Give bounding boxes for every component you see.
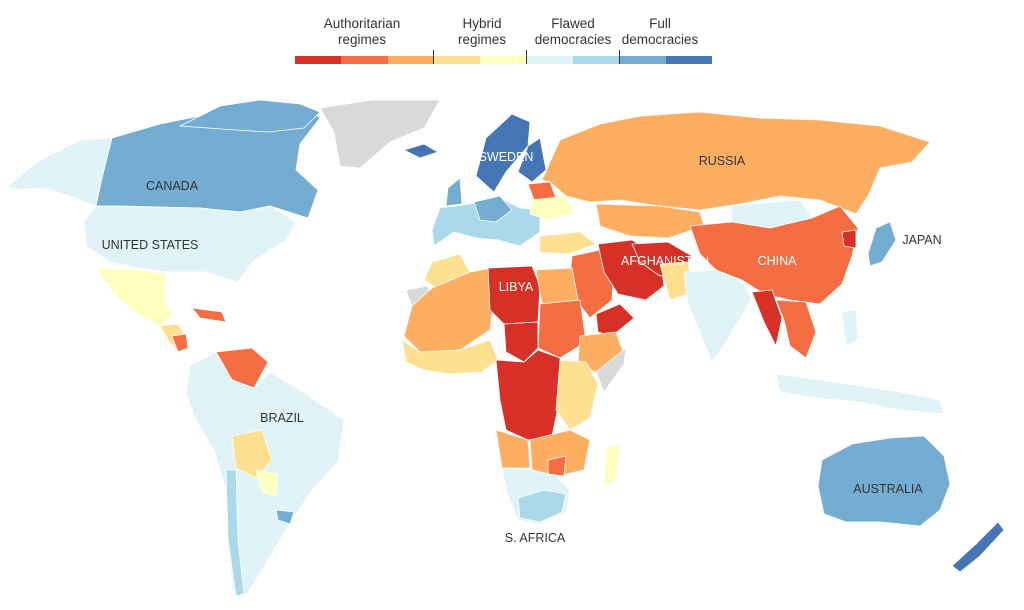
country-algeria-mali [403,267,495,353]
country-cuba [191,307,227,323]
label-united-states: UNITED STATES [102,238,199,252]
country-india [683,269,753,363]
country-nicaragua [171,333,189,353]
country-myanmar [751,289,783,347]
legend-swatch [341,56,388,64]
country-ukraine [529,195,575,221]
country-australia [817,435,951,527]
country-angola [495,429,531,469]
legend-swatch [619,56,666,64]
country-north-korea [841,229,857,249]
country-indonesia [775,373,945,415]
country-alaska [7,137,113,207]
label-brazil: BRAZIL [260,411,304,425]
legend-tick [619,50,620,64]
legend-tick [526,50,527,64]
country-south-africa [517,489,567,523]
label-canada: CANADA [146,179,199,193]
legend-swatch [433,56,481,64]
country-zimbabwe [547,455,567,477]
country-madagascar [603,443,621,487]
country-philippines [841,309,859,347]
country-sweden [475,113,531,193]
country-turkey [539,231,597,255]
legend-label-flawed: Flawed democracies [534,16,612,47]
legend-tick [433,50,434,64]
label-australia: AUSTRALIA [853,482,923,496]
country-canada-arctic-islands [179,99,321,133]
country-southeast-asia [775,299,817,359]
legend-label-hybrid: Hybrid regimes [457,16,506,47]
label-libya: LIBYA [499,280,534,294]
legend: Authoritarian regimes Hybrid regimes Fla… [295,16,712,66]
country-west-africa [401,339,499,375]
country-united-states [83,205,297,283]
country-uruguay [275,509,295,525]
label-russia: RUSSIA [699,154,746,168]
country-russia [541,111,931,215]
label-japan: JAPAN [902,233,941,247]
country-uk [445,177,463,207]
legend-swatch [295,56,342,64]
country-east-africa [555,359,599,431]
label-afghanistan: AFGHANISTAN [621,254,709,268]
legend-swatch [526,56,573,64]
country-new-zealand [951,521,1005,573]
country-iceland [403,143,439,159]
country-chile [225,469,245,597]
country-central-africa [495,349,561,441]
legend-swatch [480,56,527,64]
country-bolivia [231,429,273,479]
country-egypt [535,267,579,305]
legend-swatch [665,56,712,64]
label-china: CHINA [758,254,798,268]
country-yemen-oman [595,303,635,337]
country-central-europe [473,195,513,223]
legend-swatch [387,56,434,64]
country-kazakhstan [595,203,705,239]
label-sweden: SWEDEN [479,150,534,164]
country-mexico [95,267,173,327]
legend-swatch [572,56,620,64]
country-libya [487,265,541,325]
country-japan [867,221,897,267]
country-paraguay [255,469,279,497]
legend-label-full: Full democracies [621,16,699,47]
label-south-africa: S. AFRICA [505,531,566,545]
country-china [689,205,859,305]
country-somalia [595,347,627,393]
country-finland [517,137,547,183]
country-greenland [319,99,441,169]
legend-color-scale [295,56,712,64]
country-chad [503,321,539,363]
legend-label-authoritarian: Authoritarian regimes [323,16,401,47]
